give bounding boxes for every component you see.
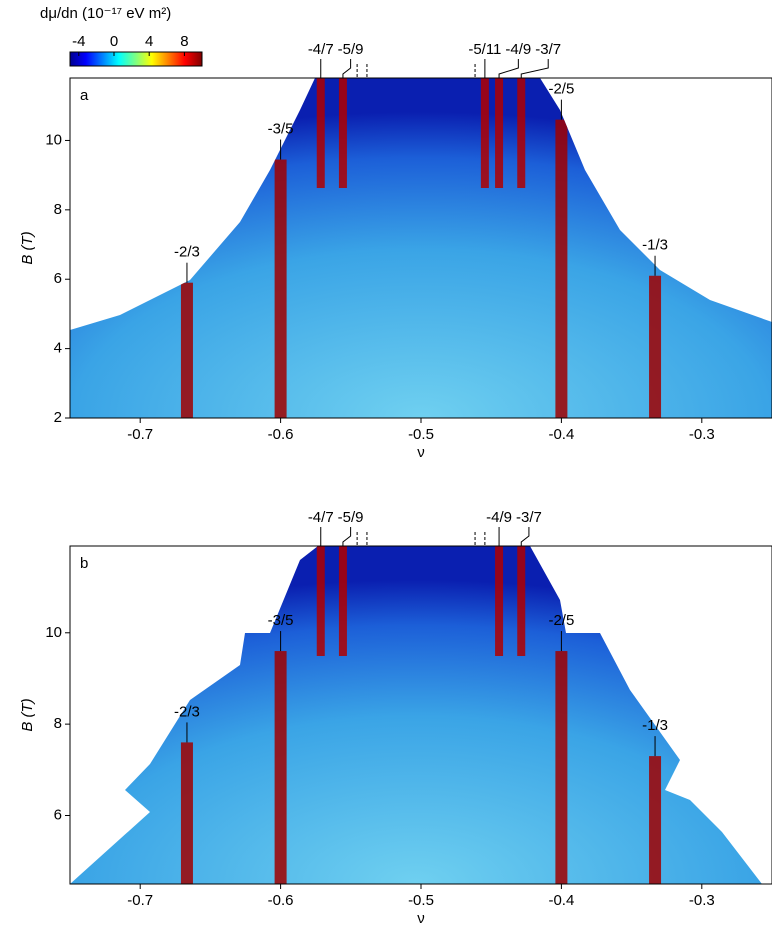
stripe — [649, 756, 662, 884]
fraction-label: -5/9 — [338, 41, 364, 58]
x-tick-label: -0.3 — [689, 426, 715, 443]
y-tick-label: 10 — [45, 131, 62, 148]
stripe — [517, 546, 526, 656]
x-tick-label: -0.3 — [689, 892, 715, 909]
stripes — [180, 546, 662, 884]
x-tick-label: -0.7 — [127, 426, 153, 443]
y-axis-label: B (T) — [19, 698, 36, 731]
stripe — [338, 546, 347, 656]
fraction-label: -2/5 — [548, 612, 574, 629]
fraction-label: -5/11 — [468, 41, 501, 58]
y-axis-label: B (T) — [19, 231, 36, 264]
stripe — [495, 78, 504, 188]
fraction-label: -1/3 — [642, 237, 668, 254]
fraction-label: -4/7 — [308, 41, 334, 58]
y-tick-label: 2 — [54, 409, 62, 426]
heatmap-field — [70, 78, 772, 418]
stripe — [495, 546, 504, 656]
stripe — [338, 78, 347, 188]
y-tick-label: 4 — [54, 340, 62, 357]
panel-label: b — [80, 555, 88, 572]
fraction-label: -3/5 — [268, 612, 294, 629]
heatmap-field — [70, 546, 762, 884]
y-tick-label: 6 — [54, 806, 62, 823]
x-tick-label: -0.6 — [268, 426, 294, 443]
fraction-label: -2/5 — [548, 81, 574, 98]
y-tick-label: 8 — [54, 715, 62, 732]
stripe — [480, 78, 489, 188]
stripe — [316, 78, 325, 188]
fraction-leader — [342, 59, 352, 78]
x-tick-label: -0.6 — [268, 892, 294, 909]
panel-label: a — [80, 87, 89, 104]
stripe — [180, 742, 193, 884]
fraction-label: -3/7 — [516, 509, 542, 526]
stripe — [555, 119, 568, 418]
fraction-label: -2/3 — [174, 703, 200, 720]
stripe — [316, 546, 325, 656]
stripes — [180, 78, 662, 418]
stripe — [517, 78, 526, 188]
fraction-leader — [520, 59, 549, 78]
x-tick-label: -0.5 — [408, 892, 434, 909]
fraction-leader — [498, 59, 519, 78]
fraction-label: -1/3 — [642, 717, 668, 734]
x-tick-label: -0.7 — [127, 892, 153, 909]
stripe — [180, 282, 193, 418]
y-tick-label: 6 — [54, 270, 62, 287]
colorbar-tick-label: -4 — [72, 33, 85, 50]
colorbar — [69, 51, 203, 67]
fraction-label: -2/3 — [174, 244, 200, 261]
x-tick-label: -0.5 — [408, 426, 434, 443]
colorbar-tick-label: 4 — [145, 33, 153, 50]
colorbar-title: dμ/dn (10⁻¹⁷ eV m²) — [40, 5, 171, 22]
stripe — [649, 275, 662, 418]
x-tick-label: -0.4 — [548, 426, 574, 443]
fraction-label: -4/9 — [486, 509, 512, 526]
x-axis-label: ν — [417, 910, 425, 927]
x-axis-label: ν — [417, 444, 425, 461]
fraction-label: -4/9 — [505, 41, 531, 58]
fraction-leader — [342, 527, 352, 546]
y-tick-label: 10 — [45, 624, 62, 641]
fraction-label: -3/7 — [535, 41, 561, 58]
fraction-label: -4/7 — [308, 509, 334, 526]
fraction-label: -3/5 — [268, 120, 294, 137]
fraction-leader — [520, 527, 530, 546]
stripe — [555, 651, 568, 884]
x-tick-label: -0.4 — [548, 892, 574, 909]
stripe — [274, 159, 287, 418]
fraction-label: -5/9 — [338, 509, 364, 526]
y-tick-label: 8 — [54, 201, 62, 218]
stripe — [274, 651, 287, 884]
colorbar-tick-label: 0 — [110, 33, 118, 50]
colorbar-tick-label: 8 — [180, 33, 188, 50]
